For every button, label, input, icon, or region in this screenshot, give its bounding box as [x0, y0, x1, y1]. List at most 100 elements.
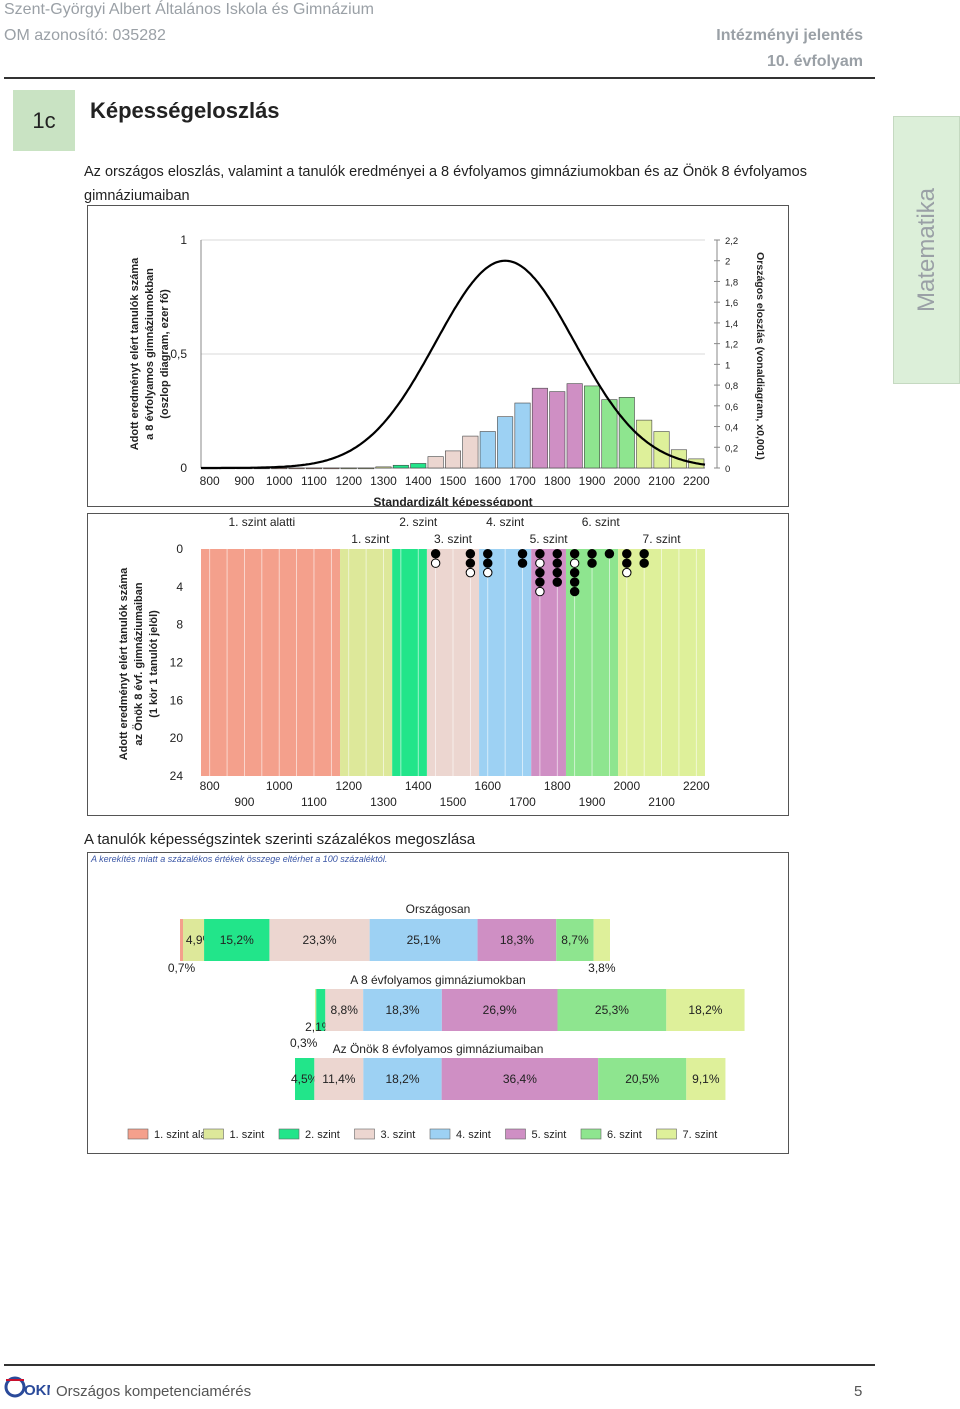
x-tick-label: 1200 — [335, 474, 362, 488]
y2-tick-label: 1,2 — [725, 340, 738, 351]
series-title: Országosan — [406, 902, 471, 916]
x-axis-title: Standardizált képességpont — [373, 495, 532, 506]
students-dot-chart-svg: 0 4 8 12 16 20 24 800 1000 1200 1400 1600 1800 2000 22… — [118, 515, 710, 809]
x-tick-label: 2000 — [613, 474, 640, 488]
student-circle — [483, 567, 493, 578]
segment — [363, 989, 442, 1031]
y-tick-label: 24 — [170, 769, 184, 783]
segment-label: 15,2% — [220, 933, 254, 947]
x-tick-label: 1800 — [544, 474, 571, 488]
x-tick-label: 800 — [200, 474, 220, 488]
segment — [180, 919, 184, 961]
segment — [316, 989, 326, 1031]
subject-tab-label: Matematika — [912, 187, 940, 313]
rounding-note: A kerekítés miatt a százalékos értékek ö… — [90, 854, 387, 864]
subject-tab[interactable]: Matematika — [893, 116, 960, 384]
section-subtitle: A tanulók képességszintek szerinti száza… — [84, 831, 476, 848]
segment — [325, 989, 364, 1031]
segment — [686, 1058, 726, 1100]
x-tick-label: 1100 — [301, 795, 327, 809]
student-circle — [430, 549, 441, 559]
y-tick-label: 8 — [176, 618, 183, 632]
segment-label: 8,8% — [331, 1003, 359, 1017]
y2-tick-label: 0 — [725, 464, 730, 475]
page-title: Képességeloszlás — [90, 98, 280, 123]
student-circle — [552, 558, 563, 568]
student-circle — [569, 567, 580, 578]
segment — [598, 1058, 687, 1100]
x-tick-label: 1900 — [579, 474, 606, 488]
distribution-chart: 0 0,5 1 800 900 1000 1100 1200 1300 1400 1500 1600 1… — [87, 205, 789, 509]
segment — [556, 919, 594, 961]
bar — [566, 383, 583, 469]
student-circle — [465, 549, 476, 559]
legend-label: 5. szint — [532, 1129, 567, 1141]
y2-tick-label: 0,4 — [725, 423, 738, 434]
y-tick-label: 12 — [170, 656, 184, 670]
bar — [618, 397, 635, 469]
y-axis-title: Adott eredményt elért tanulók száma az Ön… — [118, 567, 160, 760]
legend-label: 1. szint alatti — [154, 1129, 215, 1141]
segment-label: 0,3% — [290, 1036, 318, 1050]
bar — [392, 464, 409, 469]
student-circle — [465, 567, 476, 578]
y2-tick-label: 0,8 — [725, 381, 738, 392]
student-circle — [552, 567, 563, 578]
x-tick-label: 1300 — [370, 795, 397, 809]
bar — [584, 385, 601, 469]
x-tick-label: 1600 — [474, 779, 501, 793]
y-tick-label: 4 — [176, 580, 183, 594]
segment-label: 18,2% — [688, 1003, 722, 1017]
segment-label: 18,2% — [385, 1072, 419, 1086]
bar — [653, 431, 670, 469]
bar — [323, 467, 340, 470]
segment-label: 26,9% — [483, 1003, 517, 1017]
report-type: Intézményi jelentés — [716, 27, 863, 44]
bar — [410, 463, 427, 469]
x-tick-label: 1500 — [440, 795, 467, 809]
level-label: 4. szint — [486, 515, 525, 529]
bar — [445, 450, 461, 469]
okm-logo-icon: OKM — [4, 1376, 50, 1399]
y-tick-label: 0,5 — [170, 347, 187, 361]
footer-divider — [4, 1364, 875, 1366]
student-circle — [622, 567, 632, 578]
x-tick-label: 1500 — [440, 474, 467, 488]
segment-label: 8,7% — [561, 933, 589, 947]
bar — [497, 416, 514, 469]
series-title: A 8 évfolyamos gimnáziumokban — [350, 973, 525, 987]
segment-label: 0,7% — [168, 961, 196, 975]
y-axis-title: Adott eredményt elért tanulók száma a 8 é… — [129, 257, 171, 450]
segment — [593, 919, 610, 961]
level-label: 1. szint alatti — [228, 515, 295, 529]
segment-label: 23,3% — [303, 933, 337, 947]
legend-label: 4. szint — [456, 1129, 491, 1141]
segment-label: 20,5% — [625, 1072, 659, 1086]
x-tick-label: 1700 — [509, 795, 536, 809]
x-tick-label: 800 — [200, 779, 220, 793]
segment — [363, 1058, 442, 1100]
level-band — [531, 549, 566, 776]
student-circle — [569, 586, 580, 597]
student-circle — [483, 549, 493, 559]
segment — [315, 989, 317, 1031]
y2-tick-label: 2,2 — [725, 236, 738, 247]
y2-tick-label: 0,2 — [725, 443, 738, 454]
x-tick-label: 1800 — [544, 779, 571, 793]
segment — [369, 919, 478, 961]
y-tick-label: 0 — [180, 461, 187, 475]
student-circle — [569, 558, 580, 568]
x-tick-label: 900 — [234, 795, 254, 809]
segment — [666, 989, 745, 1031]
x-tick-label: 2100 — [648, 474, 675, 488]
level-label: 3. szint — [434, 532, 473, 546]
school-name: Szent-Györgyi Albert Általános Iskola és… — [4, 1, 374, 18]
student-circle — [483, 558, 493, 568]
student-circle — [569, 577, 580, 587]
segment — [183, 919, 205, 961]
segment — [204, 919, 270, 961]
x-tick-label: 1200 — [335, 779, 362, 793]
y-tick-label: 0 — [176, 542, 183, 556]
student-circle — [465, 558, 476, 568]
y2-tick-label: 1 — [725, 360, 730, 371]
